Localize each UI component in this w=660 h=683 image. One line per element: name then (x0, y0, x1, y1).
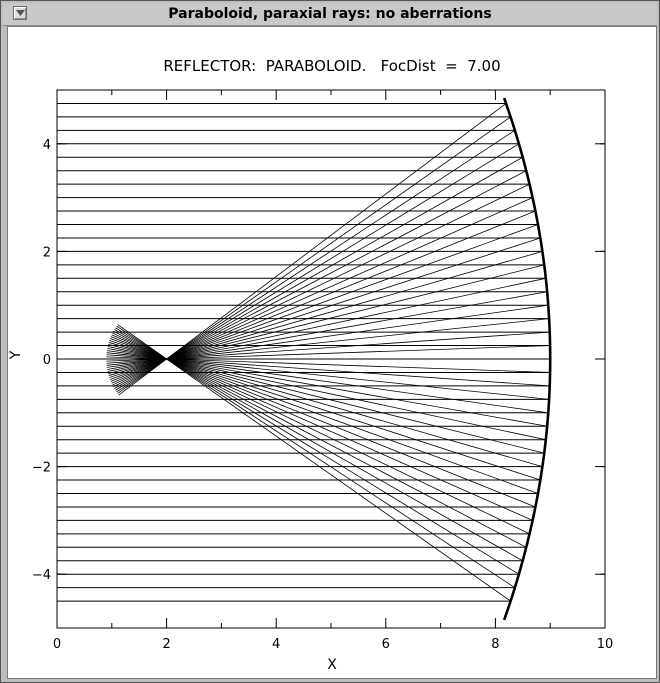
reflected-ray (109, 338, 539, 494)
reflected-ray (108, 251, 543, 376)
reflected-ray (117, 324, 511, 602)
x-tick-label: 0 (53, 637, 61, 652)
reflected-ray (108, 264, 545, 374)
reflected-ray (117, 116, 511, 394)
ticks-layer: 0 2 4 6 8 10 −4 −2 0 2 4 (32, 90, 613, 652)
reflected-ray (106, 345, 551, 362)
reflected-ray (109, 224, 539, 380)
mirror-curve (502, 97, 552, 621)
reflected-ray (110, 336, 536, 508)
x-tick-label: 6 (382, 637, 390, 652)
x-tick-label: 10 (597, 637, 614, 652)
title-bar[interactable]: Paraboloid, paraxial rays: no aberration… (3, 3, 657, 26)
reflected-ray (106, 304, 549, 368)
rays-layer (57, 102, 551, 602)
reflected-ray (110, 210, 536, 382)
reflected-ray (107, 346, 546, 441)
chart-title: REFLECTOR: PARABOLOID. FocDist = 7.00 (163, 57, 500, 75)
reflected-ray (114, 156, 523, 389)
reflected-ray (106, 352, 550, 400)
reflected-ray (115, 327, 520, 575)
reflected-ray (106, 350, 549, 414)
y-tick-label: 2 (43, 245, 51, 260)
reflected-ray (106, 331, 550, 364)
reflected-ray (116, 325, 516, 588)
y-axis-label: Y (8, 350, 24, 360)
window-title: Paraboloid, paraxial rays: no aberration… (168, 6, 492, 22)
chart: 0 2 4 6 8 10 −4 −2 0 2 4 REFLECTOR: PARABOLOID. Fo… (8, 57, 613, 673)
reflected-ray (114, 329, 523, 562)
reflected-ray (107, 291, 548, 370)
y-tick-label: −4 (32, 568, 51, 583)
x-tick-label: 4 (272, 637, 280, 652)
reflected-ray (106, 318, 550, 366)
x-axis-label: X (327, 657, 337, 673)
x-tick-label: 8 (491, 637, 499, 652)
reflected-ray (116, 130, 516, 393)
plot-canvas: 0 2 4 6 8 10 −4 −2 0 2 4 REFLECTOR: PARABOLOID. Fo… (7, 26, 657, 679)
x-tick-label: 2 (162, 637, 170, 652)
chevron-down-icon (16, 10, 25, 16)
reflected-ray (113, 170, 527, 388)
reflected-ray (109, 340, 541, 481)
reflected-ray (111, 334, 533, 521)
reflected-ray (111, 197, 533, 384)
y-tick-label: 4 (43, 138, 51, 153)
reflected-ray (108, 344, 545, 454)
reflected-ray (107, 277, 546, 372)
reflected-ray (112, 183, 530, 386)
reflected-ray (109, 237, 541, 378)
reflected-ray (106, 354, 550, 387)
y-tick-label: 0 (43, 353, 51, 368)
reflected-ray (112, 332, 530, 535)
reflected-ray (115, 143, 520, 391)
reflected-ray (108, 342, 543, 467)
y-tick-label: −2 (32, 461, 51, 476)
window-menu-button[interactable] (13, 6, 27, 20)
reflected-ray (118, 103, 507, 396)
